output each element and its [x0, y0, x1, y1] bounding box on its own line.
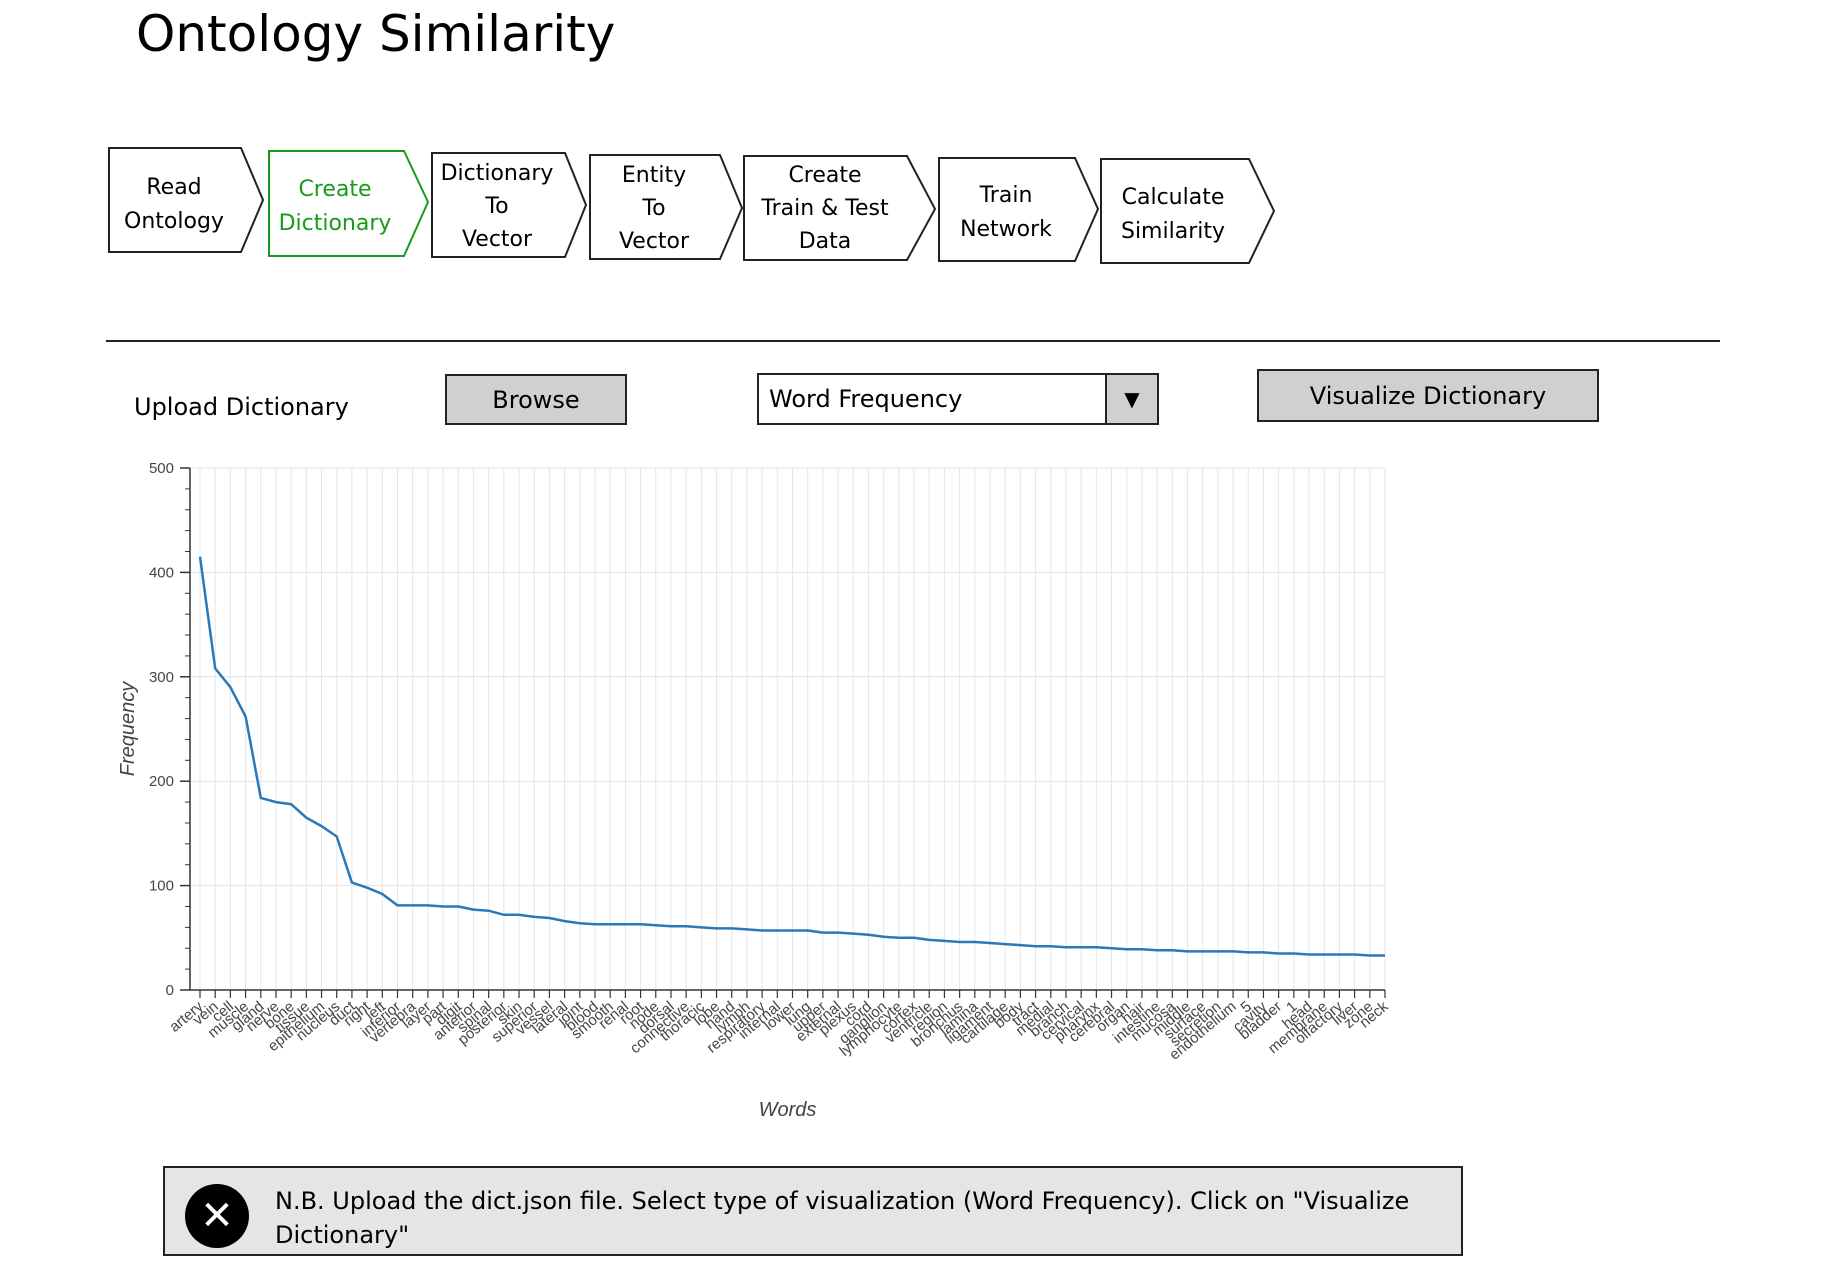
- page-title: Ontology Similarity: [136, 5, 616, 63]
- step-label: Similarity: [1121, 219, 1225, 244]
- step-label: Network: [960, 217, 1052, 242]
- y-tick-label: 200: [149, 773, 174, 790]
- step-label: Train & Test: [760, 196, 889, 221]
- step-label: Vector: [619, 229, 690, 254]
- step-read-ontology[interactable]: Read Ontology: [108, 147, 265, 253]
- step-label: Train: [979, 183, 1033, 208]
- y-tick-label: 0: [166, 982, 174, 999]
- note-text: N.B. Upload the dict.json file. Select t…: [275, 1187, 1410, 1249]
- step-label: Read: [146, 175, 201, 200]
- y-tick-label: 100: [149, 878, 174, 895]
- y-tick-label: 500: [149, 460, 174, 477]
- upload-dictionary-label: Upload Dictionary: [134, 393, 349, 421]
- step-create-train-test-data[interactable]: Create Train & Test Data: [743, 155, 937, 261]
- step-label: Data: [799, 229, 852, 254]
- step-label: Dictionary: [279, 211, 392, 236]
- step-dictionary-to-vector[interactable]: Dictionary To Vector: [431, 152, 588, 258]
- step-label: Entity: [622, 163, 686, 188]
- step-label: Create: [788, 163, 861, 188]
- visualization-type-select[interactable]: Word Frequency ▼: [757, 373, 1159, 425]
- visualize-dictionary-button[interactable]: Visualize Dictionary: [1257, 369, 1599, 422]
- y-axis-label: Frequency: [117, 681, 139, 776]
- step-entity-to-vector[interactable]: Entity To Vector: [589, 154, 744, 260]
- step-train-network[interactable]: Train Network: [938, 157, 1100, 262]
- section-divider: [106, 340, 1720, 342]
- step-create-dictionary[interactable]: Create Dictionary: [268, 150, 430, 257]
- browse-button[interactable]: Browse: [445, 374, 627, 425]
- frequency-chart: 0100200300400500arteryveincellmuscleglan…: [117, 460, 1392, 1121]
- step-label: Vector: [462, 227, 533, 252]
- step-label: To: [484, 194, 508, 219]
- series-line: [198, 556, 1385, 957]
- browse-button-label: Browse: [492, 385, 580, 414]
- y-tick-label: 300: [149, 669, 174, 686]
- close-icon[interactable]: ✕: [185, 1184, 249, 1248]
- step-label: Create: [298, 177, 371, 202]
- step-label: Dictionary: [441, 161, 554, 186]
- step-label: To: [641, 196, 665, 221]
- step-label: Calculate: [1122, 185, 1225, 210]
- chevron-down-icon[interactable]: ▼: [1105, 375, 1157, 423]
- y-tick-label: 400: [149, 564, 174, 581]
- visualize-button-label: Visualize Dictionary: [1309, 381, 1547, 410]
- x-axis-label: Words: [759, 1099, 817, 1121]
- step-calculate-similarity[interactable]: Calculate Similarity: [1100, 158, 1276, 264]
- workflow-steps: Read Ontology Create Dictionary Dictionary…: [108, 147, 1276, 264]
- step-label: Ontology: [124, 209, 224, 234]
- instruction-note: ✕ N.B. Upload the dict.json file. Select…: [163, 1166, 1463, 1256]
- select-value: Word Frequency: [769, 385, 963, 413]
